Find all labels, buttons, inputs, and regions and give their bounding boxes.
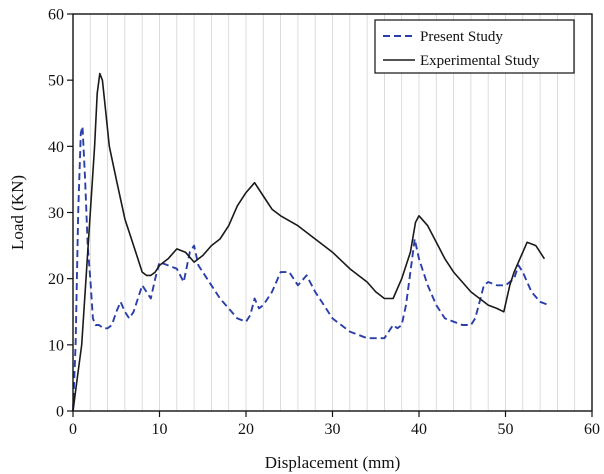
- legend: Present Study Experimental Study: [374, 19, 575, 74]
- y-tick-label-50: 50: [48, 73, 64, 90]
- tick-marks: [67, 13, 593, 417]
- y-axis-title: Load (KN): [8, 175, 27, 250]
- y-tick-label-0: 0: [56, 404, 64, 421]
- x-tick-label-40: 40: [411, 421, 427, 438]
- legend-label-present-study: Present Study: [420, 29, 503, 45]
- x-tick-label-10: 10: [152, 421, 168, 438]
- y-tick-label-10: 10: [48, 337, 64, 354]
- series-line-experimental-study: [72, 72, 546, 412]
- y-tick-label-20: 20: [48, 271, 64, 288]
- x-tick-label-20: 20: [238, 421, 254, 438]
- series-line-present-study: [72, 125, 550, 412]
- legend-label-experimental-study: Experimental Study: [420, 53, 540, 69]
- plot-frame: [72, 13, 593, 412]
- y-tick-label-40: 40: [48, 139, 64, 156]
- x-tick-label-0: 0: [69, 421, 77, 438]
- y-tick-label-30: 30: [48, 205, 64, 222]
- legend-box: [374, 19, 575, 74]
- y-tick-label-60: 60: [48, 7, 64, 24]
- x-tick-label-30: 30: [325, 421, 341, 438]
- tick-labels: 0 10 20 30 40 50 60 0 10 20 30 40 50 60: [48, 7, 600, 439]
- series-layer: [72, 72, 550, 412]
- x-tick-label-60: 60: [584, 421, 600, 438]
- x-axis-title: Displacement (mm): [265, 453, 401, 472]
- x-tick-label-50: 50: [498, 421, 514, 438]
- minor-gridlines: [89, 14, 576, 411]
